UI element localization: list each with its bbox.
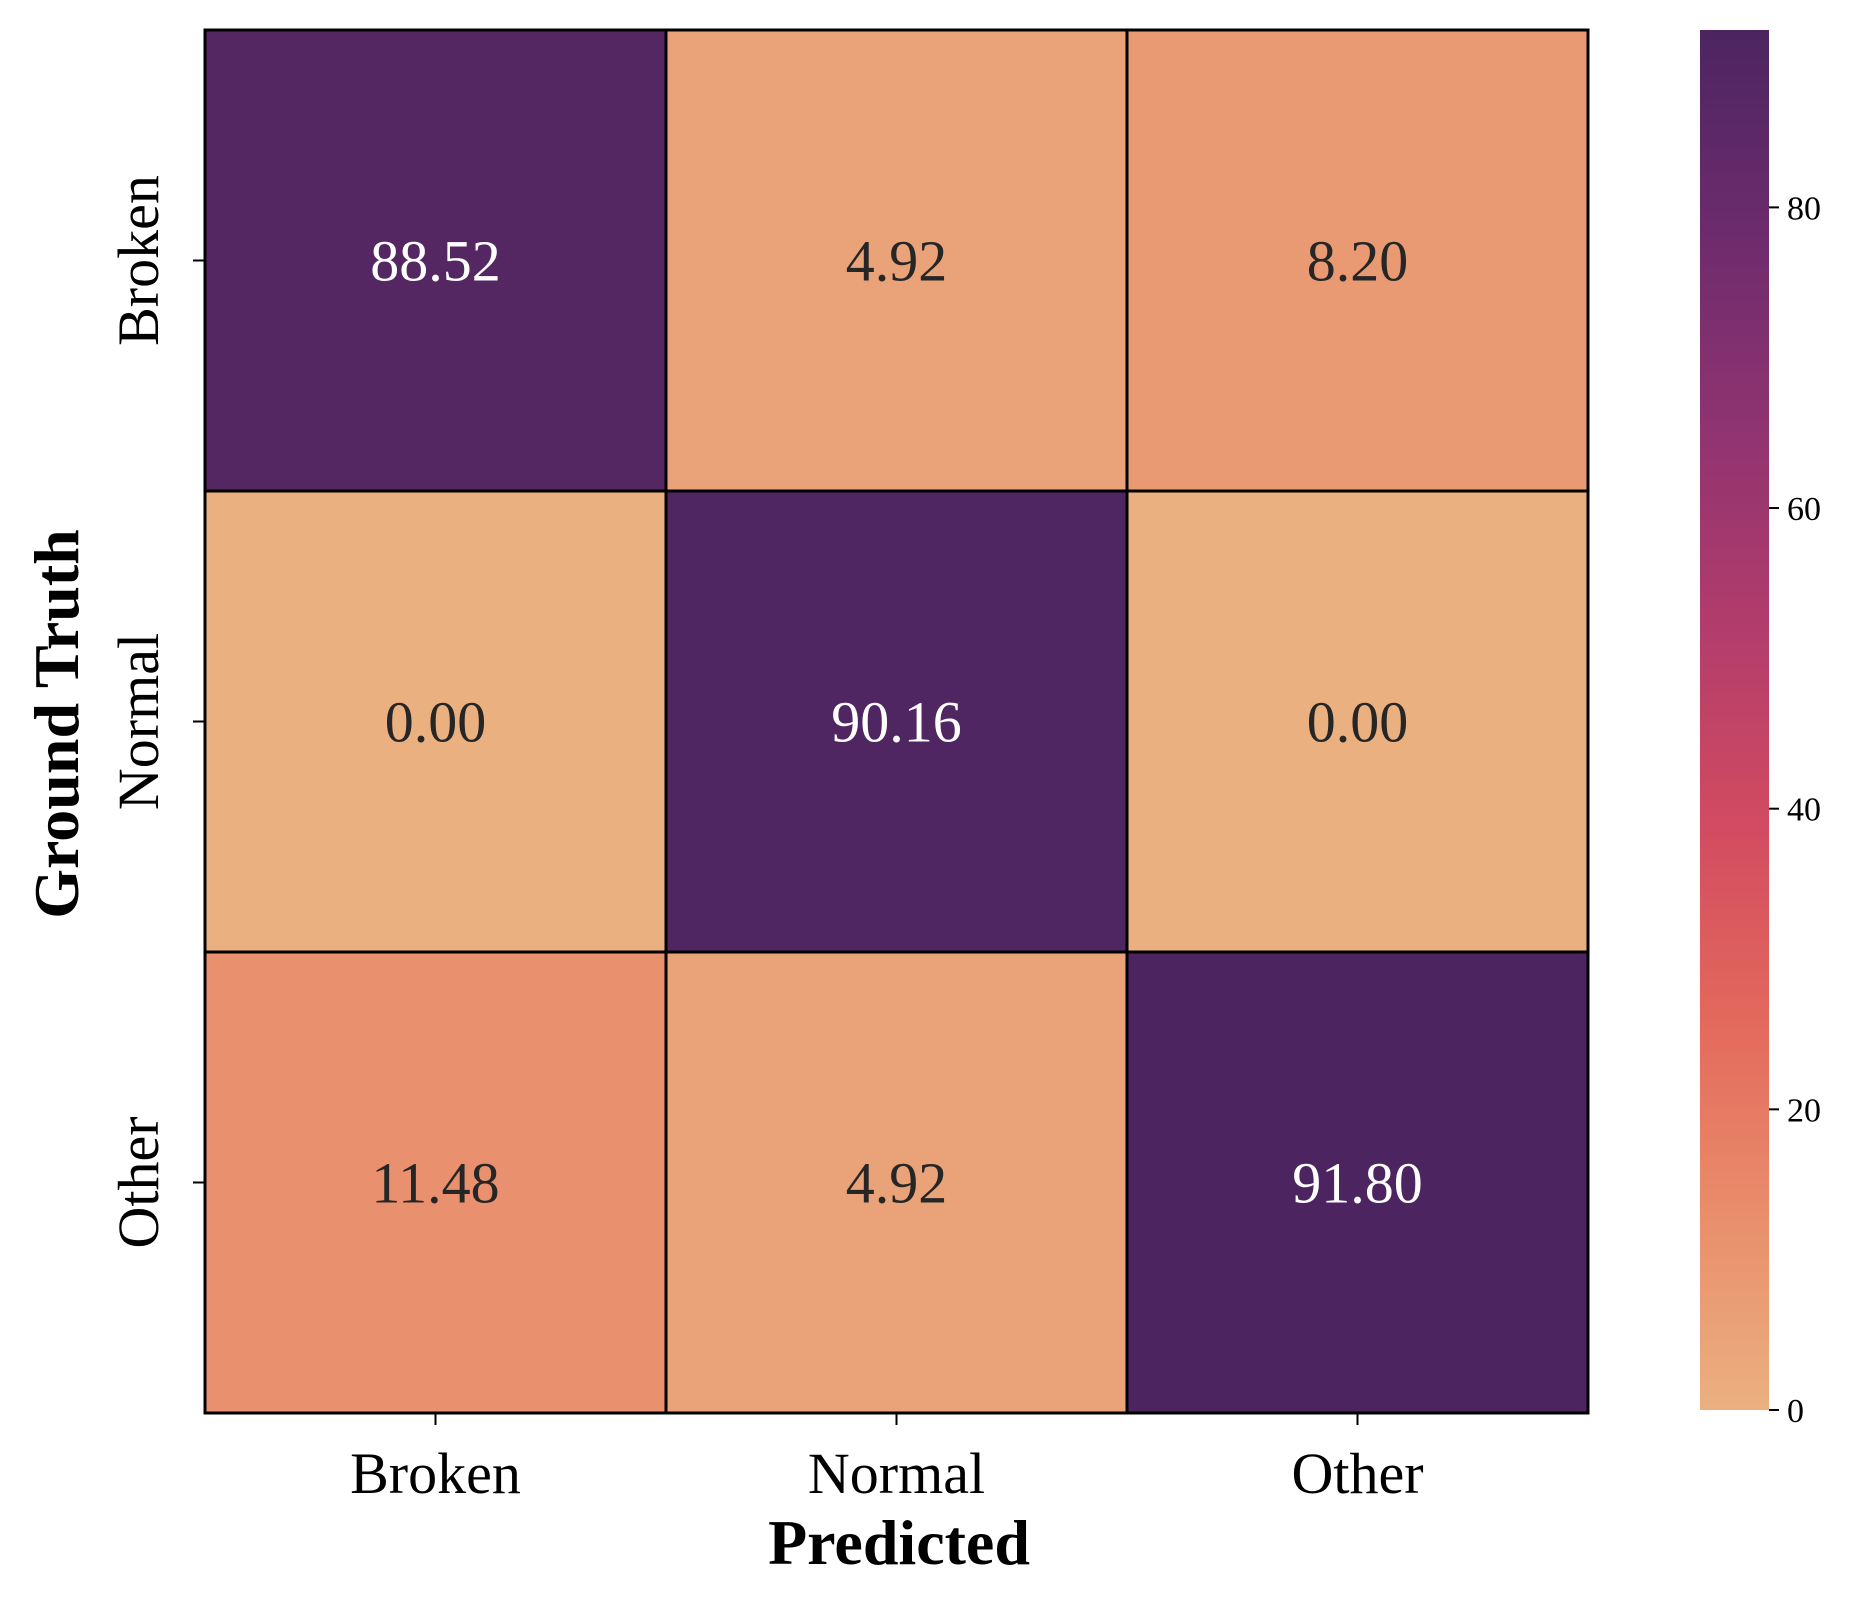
x-tick-label: Normal: [808, 1441, 985, 1506]
heatmap-value-label: 4.92: [846, 1151, 948, 1216]
heatmap-cell: [203, 950, 668, 1415]
heatmap-cell: [203, 28, 668, 493]
heatmap-cell: [203, 489, 668, 954]
heatmap-value-label: 90.16: [831, 690, 962, 755]
y-axis-title: Ground Truth: [21, 529, 92, 919]
heatmap-cells: [203, 28, 1590, 1415]
heatmap-cell: [664, 489, 1129, 954]
heatmap-value-label: 88.52: [370, 229, 501, 294]
colorbar-tick-label: 40: [1787, 792, 1821, 829]
colorbar-ticks: 0 20 40 60 80: [1769, 190, 1821, 1430]
y-tick-label: Normal: [106, 633, 171, 810]
heatmap-cell: [664, 950, 1129, 1415]
x-axis-ticks: Broken Normal Other: [350, 1413, 1424, 1506]
x-tick-label: Other: [1291, 1441, 1423, 1506]
heatmap-value-label: 4.92: [846, 229, 948, 294]
x-axis-title: Predicted: [768, 1507, 1030, 1578]
heatmap-value-label: 0.00: [385, 690, 487, 755]
colorbar-tick-label: 60: [1787, 491, 1821, 528]
heatmap-cell: [664, 28, 1129, 493]
colorbar-tick-label: 20: [1787, 1092, 1821, 1129]
heatmap-value-label: 91.80: [1292, 1151, 1423, 1216]
y-tick-label: Other: [106, 1116, 171, 1248]
heatmap-cell: [1125, 489, 1590, 954]
heatmap-value-label: 0.00: [1307, 690, 1409, 755]
colorbar: [1700, 30, 1769, 1410]
y-tick-label: Broken: [106, 175, 171, 346]
heatmap-value-labels: 88.52 4.92 8.20 0.00 90.16 0.00 11.48 4.92 91.80: [370, 229, 1423, 1216]
x-tick-label: Broken: [350, 1441, 521, 1506]
heatmap-value-label: 11.48: [371, 1151, 499, 1216]
colorbar-tick-label: 0: [1787, 1393, 1804, 1430]
heatmap-value-label: 8.20: [1307, 229, 1409, 294]
colorbar-tick-label: 80: [1787, 190, 1821, 227]
y-axis-ticks: Broken Normal Other: [106, 175, 205, 1249]
